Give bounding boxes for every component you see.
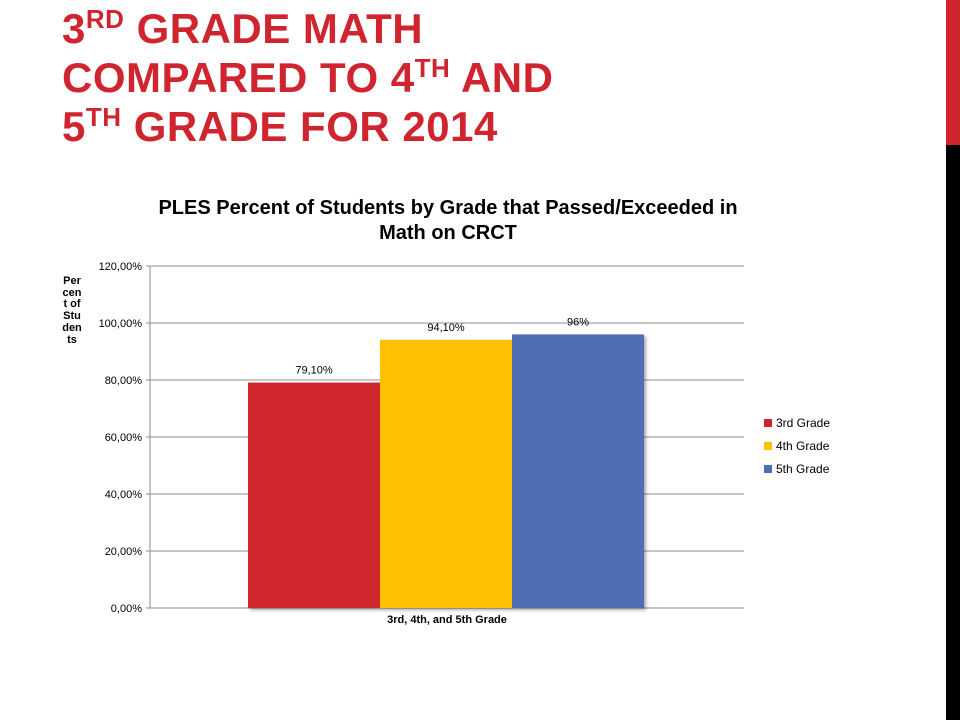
- y-tick-label: 80,00%: [105, 375, 143, 387]
- y-tick-label: 20,00%: [105, 546, 143, 558]
- bar-5th-grade: [512, 334, 644, 608]
- bar-3rd-grade: [248, 382, 380, 608]
- title-line-2-text: compared to 4: [62, 54, 415, 101]
- title-line-3-number: 5: [62, 103, 86, 150]
- title-line-2-suffix: and: [450, 54, 554, 101]
- title-line-3-text: grade for 2014: [121, 103, 498, 150]
- chart-title: PLES Percent of Students by Grade that P…: [158, 197, 738, 244]
- data-labels: 79,10% 94,10% 96%: [295, 316, 589, 376]
- legend-swatch: [764, 419, 772, 427]
- title-line-1: 3rd grade math: [62, 5, 423, 52]
- legend-swatch: [764, 442, 772, 450]
- title-line-2: compared to 4th and: [62, 54, 553, 101]
- x-axis-title: 3rd, 4th, and 5th Grade: [387, 614, 507, 626]
- title-line-1-text: grade math: [124, 5, 424, 52]
- slide-title: 3rd grade math compared to 4th and 5th gra…: [62, 4, 922, 151]
- y-tick-label: 0,00%: [111, 603, 142, 615]
- legend-entry: 5th Grade: [776, 462, 830, 476]
- y-tick-label: 100,00%: [99, 318, 143, 330]
- legend: 3rd Grade 4th Grade 5th Grade: [764, 416, 830, 476]
- accent-bar-red: [946, 0, 960, 145]
- legend-entry: 4th Grade: [776, 439, 830, 453]
- data-label: 79,10%: [295, 365, 333, 377]
- legend-swatch: [764, 465, 772, 473]
- data-label: 94,10%: [427, 322, 465, 334]
- y-tick-label: 40,00%: [105, 489, 143, 501]
- y-axis-ticks: 0,00% 20,00% 40,00% 60,00% 80,00% 100,00% 120,…: [99, 261, 150, 615]
- bars: [248, 334, 644, 608]
- title-line-3-superscript: th: [85, 102, 122, 132]
- title-line-3: 5th grade for 2014: [62, 103, 498, 150]
- accent-bar-black: [946, 145, 960, 720]
- bar-4th-grade: [380, 339, 512, 608]
- data-label: 96%: [567, 316, 589, 328]
- y-tick-label: 60,00%: [105, 432, 143, 444]
- y-axis-title: Percent of Students: [62, 275, 84, 346]
- legend-entry: 3rd Grade: [776, 416, 830, 430]
- title-line-2-superscript: th: [414, 53, 451, 83]
- title-line-1-superscript: rd: [85, 4, 125, 34]
- y-tick-label: 120,00%: [99, 261, 143, 273]
- title-line-1-number: 3: [62, 5, 86, 52]
